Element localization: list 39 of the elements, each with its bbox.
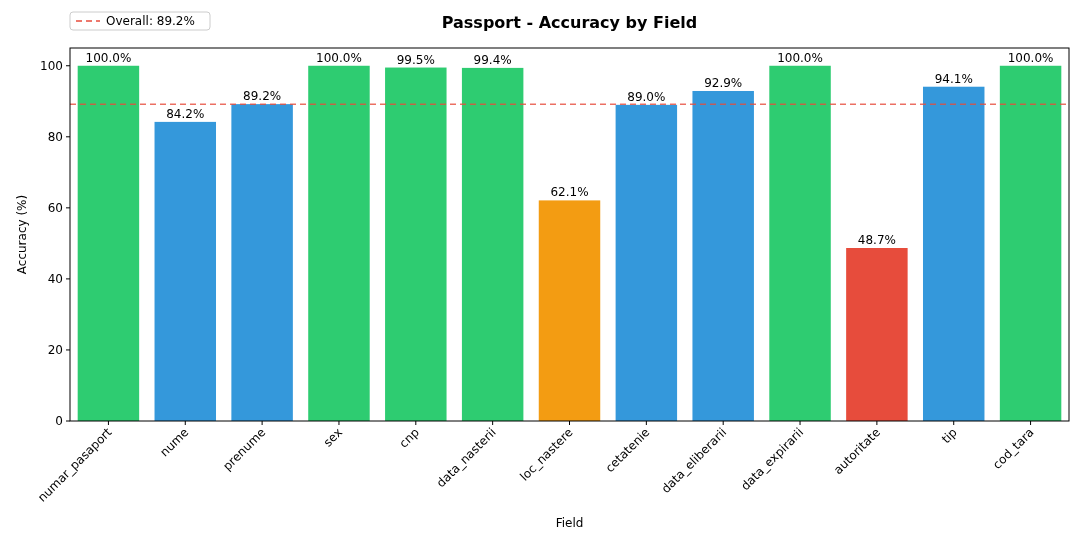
x-tick-label: cnp <box>396 425 422 451</box>
bar <box>77 65 140 421</box>
legend-label: Overall: 89.2% <box>106 14 195 28</box>
bar <box>231 104 293 421</box>
data-label: 100.0% <box>85 50 132 65</box>
y-tick-label: 40 <box>47 271 63 286</box>
bar <box>846 248 908 421</box>
data-label: 94.1% <box>934 71 973 86</box>
bar <box>154 121 217 421</box>
data-label: 100.0% <box>1007 50 1054 65</box>
x-tick-label: tip <box>938 425 960 447</box>
data-label: 99.4% <box>473 52 512 67</box>
x-axis-title: Field <box>555 516 584 530</box>
bar <box>615 104 678 421</box>
data-label: 100.0% <box>316 50 362 65</box>
bar <box>692 90 754 421</box>
bar <box>999 65 1062 421</box>
bar <box>769 65 831 421</box>
y-axis-title: Accuracy (%) <box>15 194 29 275</box>
x-tick-label: sex <box>320 425 346 450</box>
data-label: 100.0% <box>777 50 823 65</box>
bar <box>538 200 601 421</box>
y-tick-label: 60 <box>47 200 63 215</box>
y-tick-label: 100 <box>40 58 63 73</box>
bar <box>922 86 985 421</box>
y-tick-label: 0 <box>55 414 63 428</box>
data-label: 99.5% <box>396 52 435 67</box>
data-label: 89.2% <box>243 89 282 104</box>
y-tick-label: 80 <box>47 129 63 144</box>
chart-title: Passport - Accuracy by Field <box>441 13 698 32</box>
bar <box>308 65 370 421</box>
data-label: 84.2% <box>166 106 205 121</box>
y-tick-label: 20 <box>47 342 63 357</box>
data-label: 62.1% <box>550 185 589 200</box>
data-label: 89.0% <box>627 89 666 104</box>
data-label: 92.9% <box>704 75 743 90</box>
bar <box>385 67 447 421</box>
bar <box>461 67 524 421</box>
data-label: 48.7% <box>857 233 896 247</box>
